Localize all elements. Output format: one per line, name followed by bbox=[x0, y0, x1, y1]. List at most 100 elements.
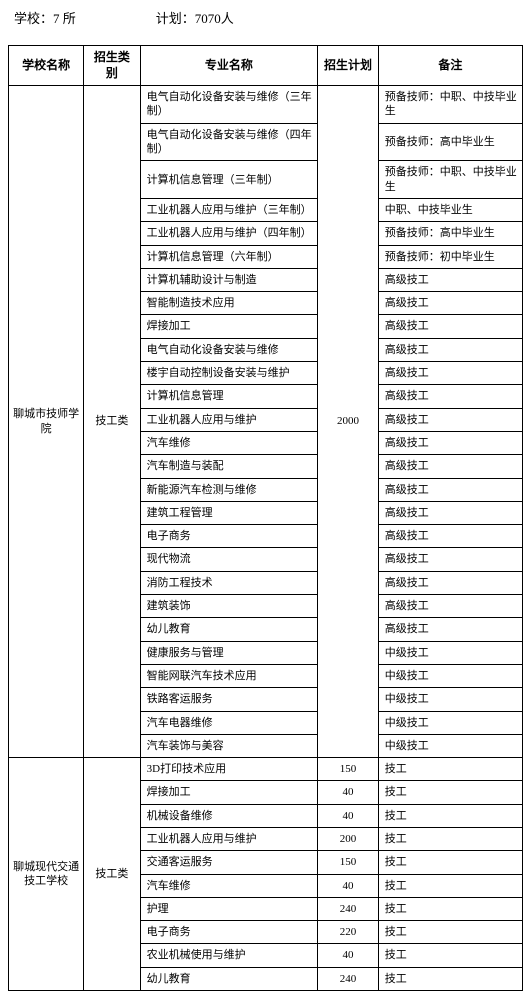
cell: 楼宇自动控制设备安装与维护 bbox=[140, 362, 318, 385]
cell: 高级技工 bbox=[378, 501, 522, 524]
cell: 高级技工 bbox=[378, 455, 522, 478]
cell: 技工 bbox=[378, 921, 522, 944]
cell: 高级技工 bbox=[378, 385, 522, 408]
cell: 机械设备维修 bbox=[140, 804, 318, 827]
cell: 高级技工 bbox=[378, 408, 522, 431]
cell: 技工 bbox=[378, 758, 522, 781]
cell: 技工 bbox=[378, 851, 522, 874]
cell: 高级技工 bbox=[378, 478, 522, 501]
cell: 技工 bbox=[378, 781, 522, 804]
header-plan: 计划：7070人 bbox=[156, 8, 234, 27]
school-cell: 聊城现代交通技工学校 bbox=[9, 758, 84, 991]
cell: 工业机器人应用与维护 bbox=[140, 827, 318, 850]
cell: 150 bbox=[318, 851, 379, 874]
cell: 中级技工 bbox=[378, 734, 522, 757]
cell: 新能源汽车检测与维修 bbox=[140, 478, 318, 501]
cell: 电气自动化设备安装与维修（三年制） bbox=[140, 86, 318, 124]
cell: 中级技工 bbox=[378, 664, 522, 687]
cell: 技工 bbox=[378, 944, 522, 967]
table-body: 聊城市技师学院技工类电气自动化设备安装与维修（三年制）2000预备技师：中职、中… bbox=[9, 86, 523, 991]
col-major: 专业名称 bbox=[140, 46, 318, 86]
cell: 电气自动化设备安装与维修（四年制） bbox=[140, 123, 318, 161]
cell: 电子商务 bbox=[140, 525, 318, 548]
school-cell: 聊城市技师学院 bbox=[9, 86, 84, 758]
plan-cell: 2000 bbox=[318, 86, 379, 758]
cell: 高级技工 bbox=[378, 431, 522, 454]
cell: 220 bbox=[318, 921, 379, 944]
cell: 40 bbox=[318, 781, 379, 804]
cell: 高级技工 bbox=[378, 338, 522, 361]
cell: 工业机器人应用与维护 bbox=[140, 408, 318, 431]
cell: 40 bbox=[318, 944, 379, 967]
cell: 技工 bbox=[378, 897, 522, 920]
table-header-row: 学校名称 招生类别 专业名称 招生计划 备注 bbox=[9, 46, 523, 86]
cell: 150 bbox=[318, 758, 379, 781]
cell: 健康服务与管理 bbox=[140, 641, 318, 664]
cell: 焊接加工 bbox=[140, 781, 318, 804]
cell: 计算机辅助设计与制造 bbox=[140, 268, 318, 291]
cell: 预备技师：初中毕业生 bbox=[378, 245, 522, 268]
cell: 预备技师：高中毕业生 bbox=[378, 222, 522, 245]
cell: 汽车维修 bbox=[140, 431, 318, 454]
cell: 农业机械使用与维护 bbox=[140, 944, 318, 967]
cell: 技工 bbox=[378, 827, 522, 850]
enrollment-table: 学校名称 招生类别 专业名称 招生计划 备注 聊城市技师学院技工类电气自动化设备… bbox=[8, 45, 523, 991]
cell: 高级技工 bbox=[378, 268, 522, 291]
cell: 智能制造技术应用 bbox=[140, 292, 318, 315]
table-row: 聊城市技师学院技工类电气自动化设备安装与维修（三年制）2000预备技师：中职、中… bbox=[9, 86, 523, 124]
cell: 护理 bbox=[140, 897, 318, 920]
cell: 高级技工 bbox=[378, 618, 522, 641]
category-cell: 技工类 bbox=[84, 86, 140, 758]
cell: 工业机器人应用与维护（四年制） bbox=[140, 222, 318, 245]
cell: 交通客运服务 bbox=[140, 851, 318, 874]
cell: 智能网联汽车技术应用 bbox=[140, 664, 318, 687]
cell: 中级技工 bbox=[378, 641, 522, 664]
cell: 计算机信息管理（六年制） bbox=[140, 245, 318, 268]
cell: 技工 bbox=[378, 967, 522, 990]
cell: 汽车电器维修 bbox=[140, 711, 318, 734]
cell: 建筑工程管理 bbox=[140, 501, 318, 524]
header-schools: 学校：7 所 bbox=[14, 8, 76, 27]
cell: 汽车制造与装配 bbox=[140, 455, 318, 478]
cell: 中级技工 bbox=[378, 688, 522, 711]
cell: 幼儿教育 bbox=[140, 618, 318, 641]
cell: 高级技工 bbox=[378, 362, 522, 385]
cell: 电气自动化设备安装与维修 bbox=[140, 338, 318, 361]
cell: 中职、中技毕业生 bbox=[378, 198, 522, 221]
cell: 现代物流 bbox=[140, 548, 318, 571]
col-note: 备注 bbox=[378, 46, 522, 86]
cell: 200 bbox=[318, 827, 379, 850]
category-cell: 技工类 bbox=[84, 758, 140, 991]
cell: 预备技师：中职、中技毕业生 bbox=[378, 161, 522, 199]
cell: 幼儿教育 bbox=[140, 967, 318, 990]
cell: 工业机器人应用与维护（三年制） bbox=[140, 198, 318, 221]
col-category: 招生类别 bbox=[84, 46, 140, 86]
col-school: 学校名称 bbox=[9, 46, 84, 86]
cell: 240 bbox=[318, 897, 379, 920]
cell: 高级技工 bbox=[378, 571, 522, 594]
cell: 高级技工 bbox=[378, 292, 522, 315]
cell: 预备技师：中职、中技毕业生 bbox=[378, 86, 522, 124]
page-header: 学校：7 所 计划：7070人 bbox=[8, 8, 523, 27]
table-row: 聊城现代交通技工学校技工类3D打印技术应用150技工 bbox=[9, 758, 523, 781]
cell: 预备技师：高中毕业生 bbox=[378, 123, 522, 161]
cell: 电子商务 bbox=[140, 921, 318, 944]
cell: 技工 bbox=[378, 804, 522, 827]
cell: 汽车装饰与美容 bbox=[140, 734, 318, 757]
cell: 高级技工 bbox=[378, 525, 522, 548]
col-plan: 招生计划 bbox=[318, 46, 379, 86]
cell: 高级技工 bbox=[378, 595, 522, 618]
cell: 3D打印技术应用 bbox=[140, 758, 318, 781]
cell: 汽车维修 bbox=[140, 874, 318, 897]
cell: 高级技工 bbox=[378, 548, 522, 571]
cell: 技工 bbox=[378, 874, 522, 897]
cell: 高级技工 bbox=[378, 315, 522, 338]
cell: 计算机信息管理 bbox=[140, 385, 318, 408]
cell: 中级技工 bbox=[378, 711, 522, 734]
cell: 40 bbox=[318, 804, 379, 827]
cell: 40 bbox=[318, 874, 379, 897]
cell: 240 bbox=[318, 967, 379, 990]
cell: 计算机信息管理（三年制） bbox=[140, 161, 318, 199]
cell: 铁路客运服务 bbox=[140, 688, 318, 711]
cell: 消防工程技术 bbox=[140, 571, 318, 594]
